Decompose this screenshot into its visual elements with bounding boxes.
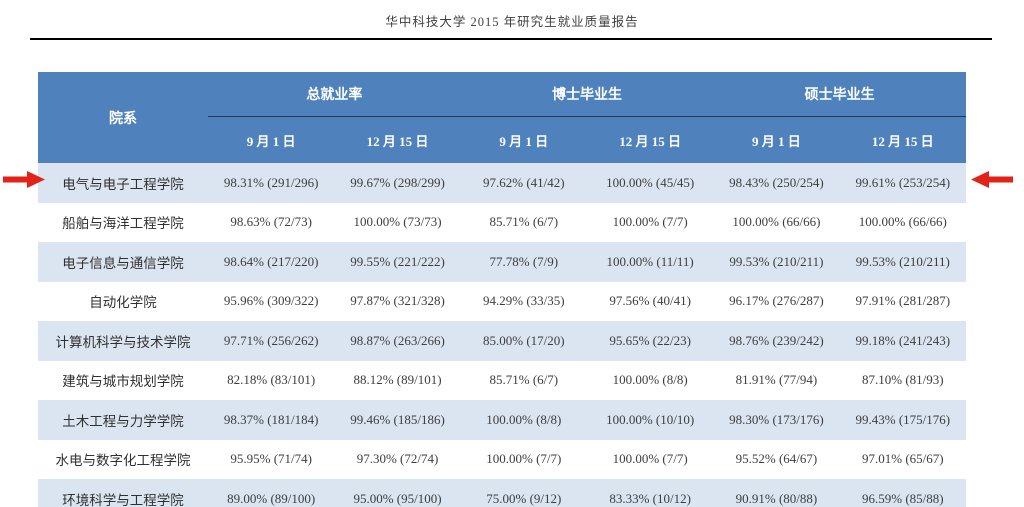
value-cell: 98.43% (250/254) xyxy=(713,163,840,203)
value-cell: 99.43% (175/176) xyxy=(839,400,966,440)
table-row: 电子信息与通信学院 98.64% (217/220) 99.55% (221/2… xyxy=(38,242,966,282)
page-title: 华中科技大学 2015 年研究生就业质量报告 xyxy=(385,15,639,29)
column-group-total-employment: 总就业率 xyxy=(208,72,461,117)
value-cell: 100.00% (10/10) xyxy=(586,400,714,440)
value-cell: 89.00% (89/100) xyxy=(208,479,335,507)
table-row: 环境科学与工程学院 89.00% (89/100) 95.00% (95/100… xyxy=(38,479,966,507)
department-cell: 水电与数字化工程学院 xyxy=(38,439,209,479)
value-cell: 90.91% (80/88) xyxy=(713,479,840,507)
sub-header-row: 9 月 1 日 12 月 15 日 9 月 1 日 12 月 15 日 9 月 … xyxy=(38,116,966,163)
value-cell: 99.53% (210/211) xyxy=(839,242,966,282)
value-cell: 94.29% (33/35) xyxy=(460,281,587,321)
employment-table: 院系 总就业率 博士毕业生 硕士毕业生 9 月 1 日 12 月 15 日 9 … xyxy=(38,72,966,507)
page-header: 华中科技大学 2015 年研究生就业质量报告 xyxy=(0,0,1024,40)
table-row: 电气与电子工程学院 98.31% (291/296) 99.67% (298/2… xyxy=(38,163,966,203)
value-cell: 97.62% (41/42) xyxy=(460,163,587,203)
value-cell: 100.00% (7/7) xyxy=(586,202,714,242)
column-subheader-sep1: 9 月 1 日 xyxy=(208,116,335,163)
department-cell: 环境科学与工程学院 xyxy=(38,479,209,507)
value-cell: 100.00% (8/8) xyxy=(460,400,587,440)
value-cell: 99.53% (210/211) xyxy=(713,242,840,282)
value-cell: 96.59% (85/88) xyxy=(839,479,966,507)
department-cell: 电气与电子工程学院 xyxy=(38,163,209,203)
table-row: 建筑与城市规划学院 82.18% (83/101) 88.12% (89/101… xyxy=(38,360,966,400)
department-cell: 计算机科学与技术学院 xyxy=(38,321,209,361)
value-cell: 99.18% (241/243) xyxy=(839,321,966,361)
value-cell: 97.56% (40/41) xyxy=(586,281,714,321)
value-cell: 100.00% (66/66) xyxy=(839,202,966,242)
value-cell: 97.30% (72/74) xyxy=(334,439,461,479)
value-cell: 77.78% (7/9) xyxy=(460,242,587,282)
value-cell: 98.87% (263/266) xyxy=(334,321,461,361)
column-subheader-dec15: 12 月 15 日 xyxy=(586,116,714,163)
column-subheader-sep1: 9 月 1 日 xyxy=(713,116,840,163)
department-cell: 电子信息与通信学院 xyxy=(38,242,209,282)
column-group-master-graduates: 硕士毕业生 xyxy=(713,72,966,117)
value-cell: 97.91% (281/287) xyxy=(839,281,966,321)
red-arrow-right-icon xyxy=(3,171,45,188)
value-cell: 100.00% (73/73) xyxy=(334,202,461,242)
value-cell: 98.31% (291/296) xyxy=(208,163,335,203)
value-cell: 85.71% (6/7) xyxy=(460,202,587,242)
department-cell: 自动化学院 xyxy=(38,281,209,321)
value-cell: 98.30% (173/176) xyxy=(713,400,840,440)
value-cell: 100.00% (45/45) xyxy=(586,163,714,203)
value-cell: 95.52% (64/67) xyxy=(713,439,840,479)
table-row: 水电与数字化工程学院 95.95% (71/74) 97.30% (72/74)… xyxy=(38,439,966,479)
department-cell: 船舶与海洋工程学院 xyxy=(38,202,209,242)
table-row: 船舶与海洋工程学院 98.63% (72/73) 100.00% (73/73)… xyxy=(38,202,966,242)
column-group-doctoral-graduates: 博士毕业生 xyxy=(460,72,714,117)
value-cell: 100.00% (8/8) xyxy=(586,360,714,400)
department-cell: 土木工程与力学学院 xyxy=(38,400,209,440)
table-body: 电气与电子工程学院 98.31% (291/296) 99.67% (298/2… xyxy=(38,163,966,507)
value-cell: 100.00% (7/7) xyxy=(586,439,714,479)
table-row: 土木工程与力学学院 98.37% (181/184) 99.46% (185/1… xyxy=(38,400,966,440)
value-cell: 85.00% (17/20) xyxy=(460,321,587,361)
value-cell: 83.33% (10/12) xyxy=(586,479,714,507)
value-cell: 98.76% (239/242) xyxy=(713,321,840,361)
table-row: 计算机科学与技术学院 97.71% (256/262) 98.87% (263/… xyxy=(38,321,966,361)
value-cell: 98.64% (217/220) xyxy=(208,242,335,282)
table-row: 自动化学院 95.96% (309/322) 97.87% (321/328) … xyxy=(38,281,966,321)
red-arrow-left-icon xyxy=(971,171,1013,188)
value-cell: 75.00% (9/12) xyxy=(460,479,587,507)
header-rule xyxy=(30,38,992,40)
value-cell: 99.46% (185/186) xyxy=(334,400,461,440)
value-cell: 97.71% (256/262) xyxy=(208,321,335,361)
column-header-department: 院系 xyxy=(38,72,209,163)
column-subheader-dec15: 12 月 15 日 xyxy=(839,116,966,163)
value-cell: 99.55% (221/222) xyxy=(334,242,461,282)
value-cell: 88.12% (89/101) xyxy=(334,360,461,400)
value-cell: 98.37% (181/184) xyxy=(208,400,335,440)
value-cell: 95.95% (71/74) xyxy=(208,439,335,479)
value-cell: 95.96% (309/322) xyxy=(208,281,335,321)
value-cell: 95.65% (22/23) xyxy=(586,321,714,361)
column-subheader-dec15: 12 月 15 日 xyxy=(334,116,461,163)
value-cell: 97.87% (321/328) xyxy=(334,281,461,321)
column-subheader-sep1: 9 月 1 日 xyxy=(460,116,587,163)
value-cell: 82.18% (83/101) xyxy=(208,360,335,400)
value-cell: 100.00% (66/66) xyxy=(713,202,840,242)
group-header-row: 院系 总就业率 博士毕业生 硕士毕业生 xyxy=(38,72,966,163)
value-cell: 96.17% (276/287) xyxy=(713,281,840,321)
department-cell: 建筑与城市规划学院 xyxy=(38,360,209,400)
value-cell: 81.91% (77/94) xyxy=(713,360,840,400)
value-cell: 99.61% (253/254) xyxy=(839,163,966,203)
value-cell: 95.00% (95/100) xyxy=(334,479,461,507)
value-cell: 99.67% (298/299) xyxy=(334,163,461,203)
table-header: 院系 总就业率 博士毕业生 硕士毕业生 9 月 1 日 12 月 15 日 9 … xyxy=(38,72,966,163)
value-cell: 100.00% (11/11) xyxy=(586,242,714,282)
value-cell: 85.71% (6/7) xyxy=(460,360,587,400)
value-cell: 100.00% (7/7) xyxy=(460,439,587,479)
value-cell: 97.01% (65/67) xyxy=(839,439,966,479)
value-cell: 98.63% (72/73) xyxy=(208,202,335,242)
value-cell: 87.10% (81/93) xyxy=(839,360,966,400)
